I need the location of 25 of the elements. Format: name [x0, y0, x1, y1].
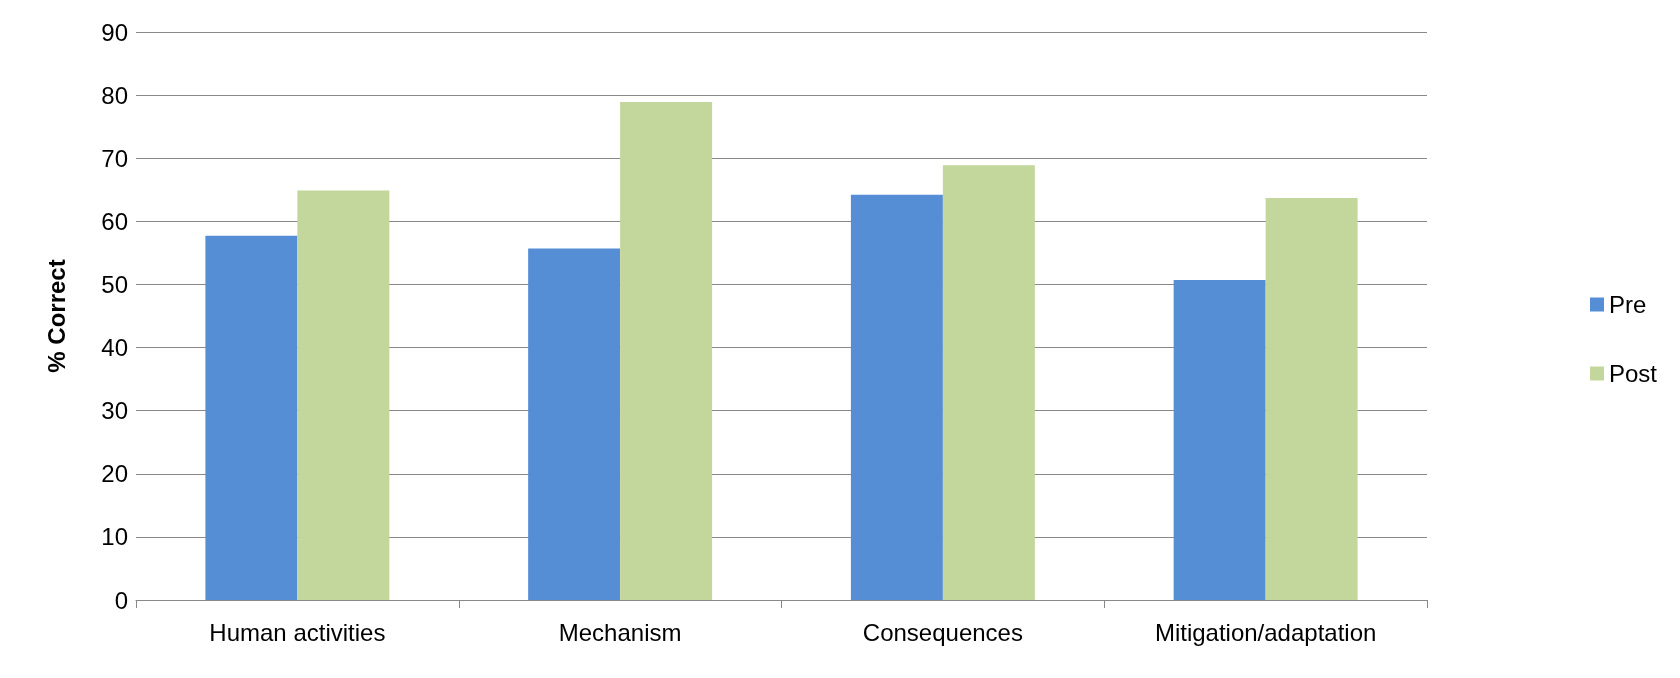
y-tick-label: 0 — [114, 586, 128, 614]
y-tick-label: 10 — [101, 523, 128, 551]
y-tick-label: 80 — [101, 81, 128, 109]
y-tick-label: 30 — [101, 397, 128, 425]
y-tick-label: 40 — [101, 334, 128, 362]
bar — [297, 190, 390, 600]
x-tick-label: Human activities — [209, 618, 386, 646]
bar — [1265, 197, 1358, 600]
x-tick-label: Consequences — [862, 618, 1023, 646]
y-tick-label: 90 — [101, 18, 128, 46]
legend-label: Pre — [1608, 291, 1647, 318]
y-tick-label: 60 — [101, 207, 128, 235]
bar — [850, 194, 943, 600]
bar — [205, 235, 298, 600]
bar — [528, 248, 621, 600]
y-tick-label: 20 — [101, 460, 128, 488]
y-axis-title: % Correct — [42, 259, 70, 373]
bar — [942, 165, 1035, 600]
bar — [620, 102, 713, 600]
x-tick-label: Mechanism — [558, 618, 682, 646]
y-tick-label: 50 — [101, 270, 128, 298]
legend-label: Post — [1608, 360, 1658, 387]
y-tick-label: 70 — [101, 144, 128, 172]
x-tick-label: Mitigation/adaptation — [1154, 618, 1377, 646]
bar — [1173, 280, 1266, 600]
